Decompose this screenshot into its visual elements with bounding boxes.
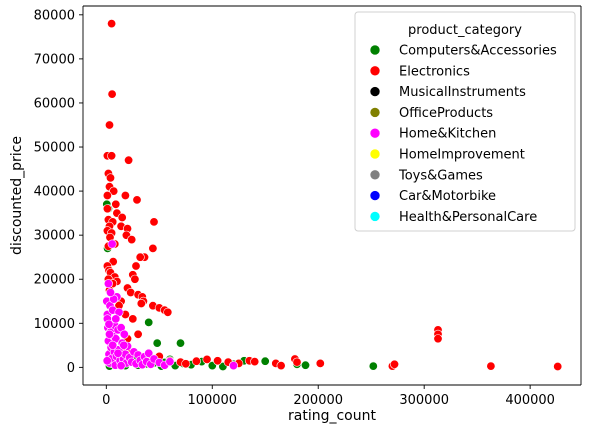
point-electronics	[202, 354, 212, 364]
point-electronics	[126, 287, 136, 297]
point-electronics	[276, 361, 286, 371]
legend-label: Home&Kitchen	[399, 127, 496, 142]
point-electronics	[553, 361, 563, 371]
legend-label: HomeImprovement	[399, 148, 525, 163]
x-tick-label: 400000	[505, 393, 555, 408]
legend-frame	[354, 11, 576, 232]
point-home-kitchen	[107, 239, 117, 249]
legend-label: Toys&Games	[398, 168, 483, 183]
point-electronics	[102, 204, 112, 214]
legend-marker	[369, 127, 381, 139]
legend-marker	[369, 169, 381, 181]
y-tick-label: 60000	[34, 96, 75, 111]
point-electronics	[107, 89, 117, 99]
point-home-kitchen	[103, 279, 113, 289]
point-home-kitchen	[229, 361, 239, 371]
point-electronics	[136, 298, 146, 308]
point-electronics	[135, 252, 145, 262]
point-home-kitchen	[105, 329, 115, 339]
point-home-kitchen	[165, 357, 175, 367]
legend-label: Electronics	[399, 64, 470, 79]
y-tick-label: 10000	[34, 317, 75, 332]
y-tick-label: 30000	[34, 229, 75, 244]
point-home-kitchen	[108, 340, 118, 350]
y-axis-label: discounted_price	[9, 136, 25, 255]
legend-marker	[369, 86, 381, 97]
x-tick-label: 200000	[293, 393, 343, 408]
point-electronics	[109, 186, 119, 196]
point-electronics	[213, 356, 223, 366]
points-layer	[102, 19, 563, 371]
point-electronics	[131, 261, 141, 271]
y-tick-label: 80000	[34, 8, 75, 23]
y-tick-label: 20000	[34, 273, 75, 288]
point-computers-accessories	[176, 338, 186, 348]
x-tick-label: 300000	[399, 393, 449, 408]
legend-label: OfficeProducts	[399, 106, 493, 121]
point-electronics	[127, 235, 137, 245]
y-tick-label: 0	[67, 361, 75, 376]
axes-layer	[82, 5, 582, 386]
point-electronics	[389, 359, 399, 369]
point-electronics	[105, 120, 115, 130]
point-electronics	[292, 357, 302, 367]
point-home-kitchen	[104, 319, 114, 329]
point-home-kitchen	[144, 348, 154, 358]
point-computers-accessories	[260, 356, 270, 366]
point-electronics	[149, 217, 159, 227]
legend-marker	[369, 148, 381, 160]
point-home-kitchen	[119, 340, 129, 350]
legend-label: Health&PersonalCare	[399, 210, 537, 225]
point-home-kitchen	[106, 287, 116, 297]
point-electronics	[106, 173, 116, 183]
point-electronics	[128, 314, 138, 324]
point-home-kitchen	[111, 314, 121, 324]
legend-label: MusicalInstruments	[399, 85, 526, 100]
legend-label: Computers&Accessories	[399, 44, 557, 59]
x-axis-label: rating_count	[288, 408, 376, 424]
y-tick-label: 50000	[34, 141, 75, 156]
legend-marker	[369, 211, 381, 222]
point-computers-accessories	[300, 360, 310, 370]
y-tick-label: 40000	[34, 185, 75, 200]
point-electronics	[111, 199, 121, 209]
point-home-kitchen	[119, 329, 129, 339]
point-electronics	[102, 191, 112, 201]
point-electronics	[133, 329, 143, 339]
point-electronics	[120, 191, 130, 201]
x-tick-label: 100000	[187, 393, 237, 408]
point-electronics	[486, 361, 496, 371]
point-electronics	[132, 195, 142, 205]
point-electronics	[433, 334, 443, 344]
point-home-kitchen	[113, 348, 123, 358]
legend-marker	[369, 44, 381, 56]
x-tick-label: 0	[102, 393, 110, 408]
point-electronics	[117, 213, 127, 223]
point-electronics	[181, 359, 191, 369]
point-electronics	[163, 307, 173, 317]
y-tick-label: 70000	[34, 52, 75, 67]
legend-label: Car&Motorbike	[399, 189, 496, 204]
point-electronics	[191, 356, 201, 366]
point-electronics	[130, 274, 140, 284]
point-computers-accessories	[144, 317, 154, 327]
point-electronics	[124, 155, 134, 165]
point-home-kitchen	[102, 356, 112, 366]
ticks-layer: 0 100000 200000 300000 400000 0 10000 20000 3000…	[34, 8, 555, 408]
point-electronics	[107, 151, 117, 161]
point-electronics	[107, 19, 117, 29]
point-electronics	[315, 358, 325, 368]
point-home-kitchen	[116, 361, 126, 371]
legend-marker	[369, 107, 381, 118]
legend-marker	[369, 65, 381, 77]
point-electronics	[148, 243, 158, 253]
legend: product_category Computers&Accessories El…	[354, 11, 576, 232]
legend-title: product_category	[408, 23, 522, 38]
point-computers-accessories	[152, 338, 162, 348]
legend-marker	[369, 190, 381, 201]
point-computers-accessories	[368, 361, 378, 371]
point-electronics	[250, 357, 260, 367]
